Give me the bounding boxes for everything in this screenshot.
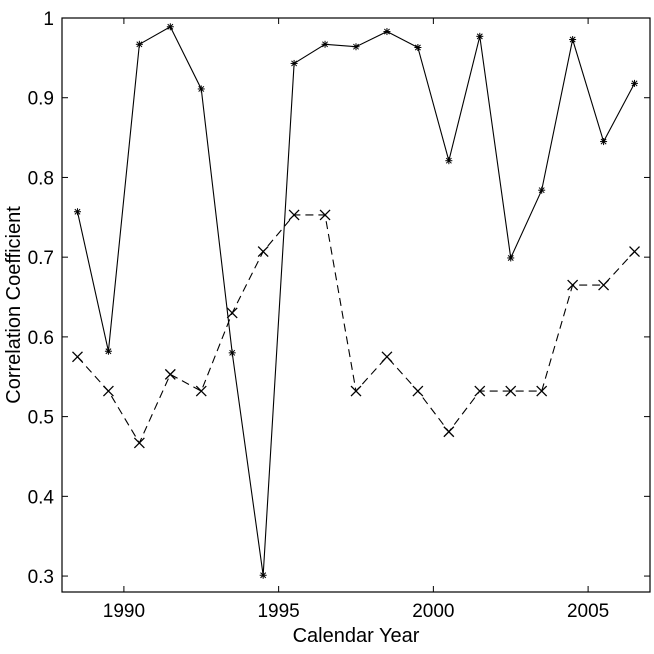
series-1-point (352, 43, 360, 51)
series-1-point (104, 347, 112, 355)
series-1-point (290, 59, 298, 67)
series-2-point (195, 385, 207, 397)
series-1-point (135, 40, 143, 48)
y-tick-label: 0.6 (28, 328, 54, 349)
series-1-point (600, 138, 608, 146)
series-2-point (288, 209, 300, 221)
y-tick-label: 0.8 (28, 168, 54, 189)
series-1-point (197, 85, 205, 93)
series-2-point (474, 385, 486, 397)
series-1-point (73, 208, 81, 216)
series-2 (72, 209, 640, 449)
y-tick-label: 1 (43, 9, 54, 30)
series-2-point (381, 351, 393, 363)
series-2-point (164, 368, 176, 380)
series-1-point (569, 36, 577, 44)
series-1-point (259, 571, 267, 579)
series-2-point (319, 209, 331, 221)
y-tick-label: 0.7 (28, 248, 54, 269)
series-1-point (476, 32, 484, 40)
series-1-point (383, 28, 391, 36)
series-2-point (629, 246, 640, 258)
series-1-point (631, 79, 639, 87)
x-tick-label: 1990 (103, 601, 145, 622)
series-2-point (598, 279, 610, 291)
series-2-point (505, 385, 517, 397)
y-tick-label: 0.9 (28, 89, 54, 110)
series-1-point (166, 23, 174, 31)
x-tick-label: 1995 (257, 601, 299, 622)
y-axis-title: Correlation Coefficient (3, 206, 25, 404)
series-2-point (102, 385, 114, 397)
x-axis: 1990 1995 2000 2005 (103, 18, 609, 622)
y-tick-label: 0.4 (28, 487, 55, 508)
series-1-point (414, 43, 422, 51)
y-tick-label: 0.5 (28, 408, 54, 429)
series-1 (73, 23, 639, 579)
x-tick-label: 2005 (567, 601, 609, 622)
series-2-point (443, 426, 455, 438)
series-2-point (133, 437, 145, 449)
y-axis: 0.3 0.4 0.5 0.6 0.7 0.8 0.9 1 (28, 9, 650, 588)
x-tick-label: 2000 (412, 601, 454, 622)
series-2-point (350, 385, 362, 397)
x-axis-title: Calendar Year (293, 625, 420, 647)
series-1-point (507, 254, 515, 262)
series-2-point (567, 279, 579, 291)
series-2-point (536, 385, 548, 397)
series-2-point (72, 351, 83, 363)
series-1-point (228, 349, 236, 357)
series-2-point (257, 246, 269, 258)
series-2-point (226, 307, 238, 319)
series-1-point (538, 186, 546, 194)
series-2-point (412, 385, 424, 397)
y-tick-label: 0.3 (28, 567, 54, 588)
series-layer (72, 23, 640, 579)
series-1-point (321, 40, 329, 48)
plot-area (61, 17, 651, 593)
series-1-point (445, 157, 453, 165)
